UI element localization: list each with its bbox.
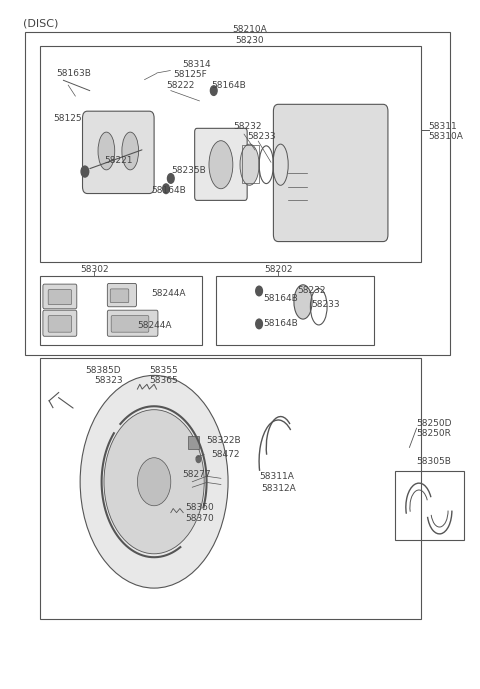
Text: 58365: 58365 (149, 376, 178, 385)
Circle shape (81, 166, 89, 177)
Text: 58125F: 58125F (173, 70, 207, 79)
Text: 58164B: 58164B (263, 320, 298, 329)
FancyBboxPatch shape (43, 310, 77, 336)
Text: 58164B: 58164B (263, 294, 298, 303)
FancyBboxPatch shape (195, 128, 247, 200)
Text: 58233: 58233 (312, 300, 340, 309)
Text: 58250D: 58250D (417, 419, 452, 428)
FancyBboxPatch shape (274, 104, 388, 242)
Text: 58235B: 58235B (171, 165, 205, 175)
Text: 58244A: 58244A (152, 289, 186, 298)
Bar (216, 276, 373, 344)
Text: 58233: 58233 (247, 132, 276, 141)
Circle shape (256, 286, 263, 296)
Circle shape (104, 410, 204, 554)
Ellipse shape (122, 132, 139, 170)
Text: 58355: 58355 (149, 366, 178, 375)
Text: 58164B: 58164B (211, 81, 246, 90)
Text: 58232: 58232 (233, 122, 261, 131)
Text: 58163B: 58163B (56, 69, 91, 78)
Text: 58250R: 58250R (417, 429, 452, 438)
Text: 58277: 58277 (183, 471, 211, 480)
Text: 58125: 58125 (53, 114, 82, 123)
Text: 58314: 58314 (183, 60, 211, 69)
Bar (188, 436, 199, 449)
FancyBboxPatch shape (83, 111, 154, 194)
Text: 58202: 58202 (264, 265, 292, 274)
Circle shape (210, 86, 217, 95)
Circle shape (163, 184, 169, 194)
Text: 58311A: 58311A (259, 472, 294, 481)
FancyBboxPatch shape (111, 316, 149, 332)
Circle shape (256, 319, 263, 329)
Bar (395, 471, 464, 540)
Text: 58244A: 58244A (137, 321, 172, 330)
Bar (25, 32, 450, 355)
Text: 58232: 58232 (297, 287, 326, 296)
Text: 58472: 58472 (211, 450, 240, 459)
Text: 58323: 58323 (95, 376, 123, 385)
Text: 58312A: 58312A (262, 484, 296, 493)
Text: 58222: 58222 (166, 81, 194, 90)
Ellipse shape (294, 285, 312, 319)
Text: 58305B: 58305B (417, 457, 452, 466)
Circle shape (168, 174, 174, 183)
Ellipse shape (209, 141, 233, 189)
Circle shape (137, 457, 171, 506)
Text: 58350: 58350 (185, 504, 214, 513)
Bar (39, 276, 202, 344)
Bar (242, 145, 259, 183)
Text: 58310A: 58310A (429, 132, 463, 141)
Text: 58385D: 58385D (85, 366, 120, 375)
FancyBboxPatch shape (48, 289, 72, 305)
FancyBboxPatch shape (43, 284, 77, 309)
Text: 58302: 58302 (80, 265, 109, 274)
Text: 58210A: 58210A (232, 25, 267, 34)
Ellipse shape (98, 132, 115, 170)
FancyBboxPatch shape (110, 289, 129, 302)
Bar (39, 46, 421, 262)
FancyBboxPatch shape (48, 316, 72, 332)
Text: 58221: 58221 (104, 156, 132, 165)
FancyBboxPatch shape (108, 283, 136, 307)
Text: 58322B: 58322B (206, 436, 241, 445)
Bar (39, 358, 421, 619)
Text: (DISC): (DISC) (23, 19, 58, 28)
Text: 58230: 58230 (235, 36, 264, 45)
Text: 58164B: 58164B (152, 185, 186, 194)
Ellipse shape (240, 144, 259, 185)
Text: 58370: 58370 (185, 513, 214, 523)
Circle shape (80, 376, 228, 588)
Text: 58311: 58311 (429, 122, 457, 131)
Circle shape (196, 455, 201, 462)
FancyBboxPatch shape (108, 310, 158, 336)
